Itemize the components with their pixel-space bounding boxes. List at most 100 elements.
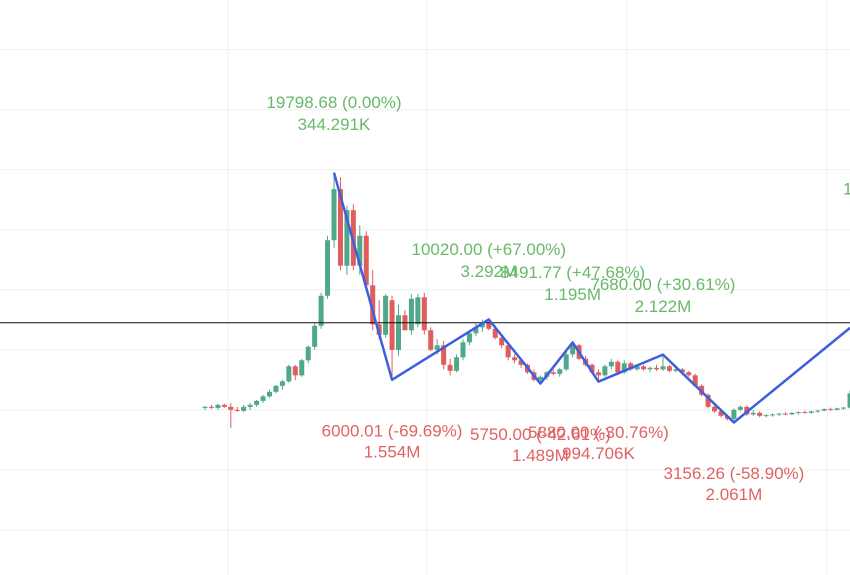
candle-body [492,328,498,338]
candle-body [389,300,395,350]
pivot-volume: 1.489M [512,446,569,465]
pivot-volume: 344.291K [298,115,371,134]
candle-body [821,409,827,411]
candle-body [718,411,724,416]
candle-body [802,412,808,414]
candle-body [383,295,389,335]
candle-body [221,404,227,407]
candle-body [396,315,401,350]
candle-body [692,375,698,386]
candle-body [634,366,640,370]
candle-body [267,391,272,397]
candle-body [679,369,685,373]
candle-body [337,189,343,266]
candle-body [486,322,492,329]
pivot-label: 19798.68 (0.00%) [266,93,401,112]
candle-body [776,413,782,415]
candle-body [589,364,595,373]
candle-body [299,360,305,376]
candle-body [505,345,511,358]
candle-body [647,367,653,370]
candle-body [518,360,524,365]
candle-body [841,407,847,409]
candle-body [557,369,563,374]
candle-body [254,400,260,405]
candle-body [441,345,447,365]
candle-body [783,413,788,415]
candle-body [215,404,221,408]
candle-body [408,298,414,331]
pivot-label: 8491.77 (+47.68%) [500,263,645,282]
candle-body [737,406,743,410]
candle-body [279,381,285,386]
candle-body [763,415,769,417]
candle-body [202,406,208,408]
candle-body [428,330,434,350]
candle-body [454,357,460,371]
candle-body [550,372,556,374]
candle-body [325,240,331,296]
candle-body [808,411,814,413]
candles [202,172,850,428]
candle-body [499,337,505,346]
pivot-volume: 2.061M [706,485,763,504]
candle-body [563,354,569,370]
candle-body [331,189,337,241]
candle-body [273,385,279,392]
candle-body [447,364,453,371]
pivot-label: 7680.00 (+30.61%) [590,275,735,294]
candle-body [292,366,298,376]
candle-body [628,363,634,370]
candle-body [434,345,440,350]
candle-body [241,406,247,411]
candle-body [466,333,472,343]
candle-body [641,366,647,370]
candle-body [460,342,466,358]
candle-body [228,406,234,410]
candle-body [654,367,659,370]
candle-body [750,412,756,415]
candle-body [344,210,350,266]
candle-body [847,393,850,408]
candle-body [208,406,214,408]
candle-body [795,412,801,414]
candle-body [537,376,543,380]
candle-body [602,366,608,376]
candle-body [660,366,666,370]
candle-body [247,404,253,407]
candle-body [415,297,421,325]
candle-body [770,414,776,416]
candle-body [828,409,834,411]
edge-label: 1 [843,179,850,198]
candle-body [705,394,711,407]
candle-body [370,285,376,325]
candle-body [757,412,763,416]
pivot-volume: 994.706K [562,444,635,463]
candle-body [312,325,318,347]
candle-body [789,412,795,415]
pivot-label: 5750.00 (-42.61%) [470,425,611,444]
candle-body [357,235,363,266]
candle-body [260,396,266,401]
zigzag-line [332,172,850,424]
candle-body [473,327,479,334]
candle-body [479,322,485,328]
pivot-label: 5880.00 (-30.76%) [528,423,669,442]
candle-body [686,372,692,376]
candle-body [621,363,627,373]
pivot-label: 10020.00 (+67.00%) [412,240,567,259]
candle-body [608,361,614,367]
grid [0,49,850,531]
candle-body [615,361,621,373]
candle-body [666,366,672,371]
candle-body [731,409,737,419]
candle-body [834,408,840,410]
pivot-volume: 2.122M [635,297,692,316]
pivot-label: 6000.01 (-69.69%) [322,421,463,440]
candle-body [712,406,718,412]
candle-body [234,409,240,411]
candle-body [305,346,311,361]
candle-body [318,295,324,326]
candle-body [570,345,576,355]
